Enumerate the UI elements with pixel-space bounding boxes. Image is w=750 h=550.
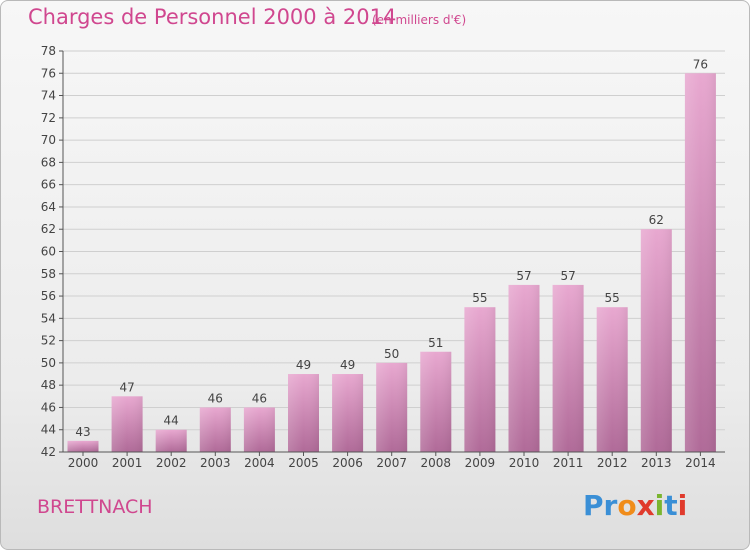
bar-shine (376, 362, 408, 452)
y-tick-label: 52 (41, 334, 56, 348)
bar-shine (67, 440, 99, 452)
logo-letter: i (654, 489, 665, 522)
bar-shine (464, 307, 496, 452)
x-tick-label: 2010 (509, 456, 540, 470)
y-tick-label: 78 (41, 44, 56, 58)
town-name: BRETTNACH (37, 496, 153, 518)
bar-value-label: 49 (296, 358, 311, 372)
bar-value-label: 44 (164, 414, 179, 428)
x-tick-label: 2014 (685, 456, 716, 470)
chart-title: Charges de Personnel 2000 à 2014 (28, 5, 397, 29)
x-tick-label: 2004 (244, 456, 275, 470)
bar-shine (684, 73, 716, 453)
bar-value-label: 46 (208, 391, 223, 405)
proxiti-logo[interactable]: Proxiti (583, 489, 687, 522)
bar-shine (199, 407, 231, 452)
y-tick-label: 60 (41, 245, 56, 259)
x-tick-label: 2005 (288, 456, 319, 470)
bar-value-label: 55 (472, 291, 487, 305)
y-tick-label: 72 (41, 111, 56, 125)
x-tick-label: 2007 (376, 456, 407, 470)
bar-value-label: 43 (75, 425, 90, 439)
y-tick-label: 74 (41, 89, 56, 103)
x-tick-label: 2009 (465, 456, 496, 470)
y-tick-label: 54 (41, 311, 56, 325)
y-tick-label: 76 (41, 66, 56, 80)
logo-letter: r (603, 489, 618, 522)
x-tick-label: 2000 (68, 456, 99, 470)
x-tick-label: 2001 (112, 456, 143, 470)
bar-value-label: 49 (340, 358, 355, 372)
bars: 43 47 44 46 46 49 49 50 51 55 57 57 55 62 76 (67, 57, 716, 453)
y-tick-label: 62 (41, 222, 56, 236)
y-tick-label: 46 (41, 400, 56, 414)
logo-letter: i (677, 489, 688, 522)
x-tick-label: 2006 (332, 456, 363, 470)
y-tick-label: 56 (41, 289, 56, 303)
bar-value-label: 55 (605, 291, 620, 305)
bar-shine (332, 374, 364, 452)
bar-shine (155, 429, 187, 452)
x-tick-label: 2003 (200, 456, 231, 470)
bar-shine (640, 229, 672, 452)
bar-shine (420, 351, 452, 452)
bar-value-label: 76 (693, 57, 708, 71)
y-tick-label: 64 (41, 200, 56, 214)
bar-chart: 43 47 44 46 46 49 49 50 51 55 57 57 55 62 76 42 44 46 48 5… (41, 44, 725, 470)
chart-subtitle: (en milliers d'€) (372, 13, 467, 27)
x-tick-label: 2012 (597, 456, 628, 470)
y-tick-label: 58 (41, 267, 56, 281)
axes: 42 44 46 48 50 52 54 56 58 60 62 64 66 68 70 72 74 76 78 20… (41, 44, 725, 470)
bar-shine (596, 307, 628, 452)
y-tick-label: 44 (41, 423, 56, 437)
bar-value-label: 51 (428, 336, 443, 350)
x-tick-label: 2008 (421, 456, 452, 470)
logo-letter: t (664, 489, 678, 522)
y-tick-label: 66 (41, 178, 56, 192)
bar-value-label: 57 (560, 269, 575, 283)
bar-shine (508, 284, 540, 452)
bar-value-label: 46 (252, 391, 267, 405)
x-tick-label: 2013 (641, 456, 672, 470)
bar-value-label: 57 (516, 269, 531, 283)
x-tick-label: 2002 (156, 456, 187, 470)
bar-shine (288, 374, 319, 452)
y-tick-label: 42 (41, 445, 56, 459)
logo-letter: o (617, 489, 637, 522)
bar-shine (552, 284, 584, 452)
bar-value-label: 47 (119, 380, 134, 394)
bar-shine (243, 407, 275, 452)
bar-value-label: 62 (649, 213, 664, 227)
y-tick-label: 48 (41, 378, 56, 392)
y-tick-label: 50 (41, 356, 56, 370)
bar-shine (111, 396, 143, 452)
logo-letter: P (583, 489, 604, 522)
y-tick-label: 68 (41, 155, 56, 169)
x-tick-label: 2011 (553, 456, 584, 470)
bar-value-label: 50 (384, 347, 399, 361)
logo-letter: x (636, 489, 655, 522)
y-tick-label: 70 (41, 133, 56, 147)
